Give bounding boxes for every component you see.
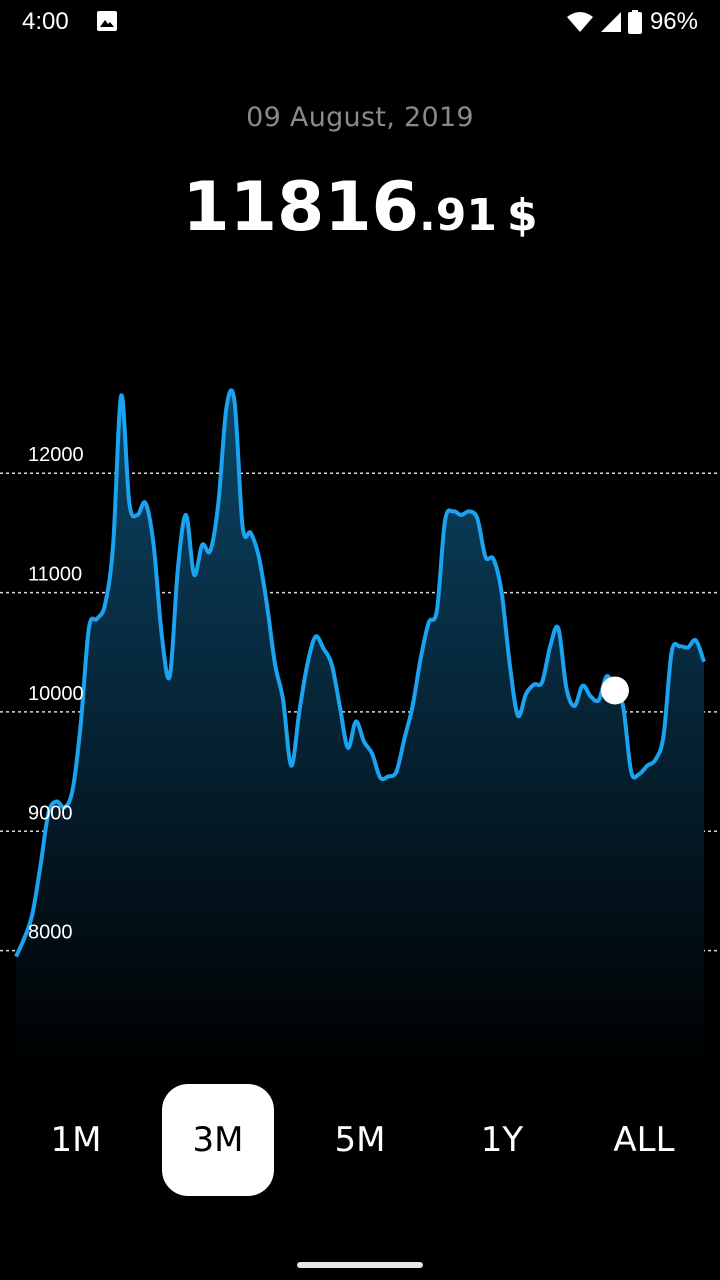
price-integer: 11816 <box>182 168 419 247</box>
tab-5m[interactable]: 5M <box>334 1120 386 1160</box>
wifi-icon <box>566 12 593 32</box>
status-time: 4:00 <box>22 8 69 35</box>
tab-1y[interactable]: 1Y <box>480 1120 524 1160</box>
status-icons: 96% <box>566 8 698 36</box>
image-icon <box>97 11 117 31</box>
price-display: 11816.91 $ <box>0 168 720 247</box>
price-line <box>14 388 706 958</box>
selected-date: 09 August, 2019 <box>246 102 474 133</box>
y-tick-label-10000: 10000 <box>28 683 84 705</box>
y-tick-label-8000: 8000 <box>28 922 73 944</box>
y-tick-label-12000: 12000 <box>28 444 84 466</box>
gesture-nav-handle[interactable] <box>297 1262 423 1268</box>
tab-all[interactable]: ALL <box>613 1120 675 1160</box>
tab-3m[interactable]: 3M <box>162 1084 274 1196</box>
y-tick-label-9000: 9000 <box>28 802 73 824</box>
price-fraction: .91 <box>419 190 497 241</box>
signal-icon <box>600 12 621 32</box>
status-bar: 4:00 96% <box>0 0 720 44</box>
battery-level: 96% <box>649 8 698 35</box>
y-tick-label-11000: 11000 <box>28 564 82 586</box>
price-chart[interactable]: 12000 11000 10000 9000 8000 <box>0 330 720 1070</box>
battery-icon <box>627 10 642 34</box>
price-chart-svg[interactable]: 12000 11000 10000 9000 8000 <box>0 330 720 1070</box>
period-selector: 1M 3M 5M 1Y ALL <box>20 1084 700 1196</box>
tab-1m[interactable]: 1M <box>50 1120 102 1160</box>
selected-point-marker[interactable] <box>600 676 629 705</box>
price-currency: $ <box>506 190 538 241</box>
